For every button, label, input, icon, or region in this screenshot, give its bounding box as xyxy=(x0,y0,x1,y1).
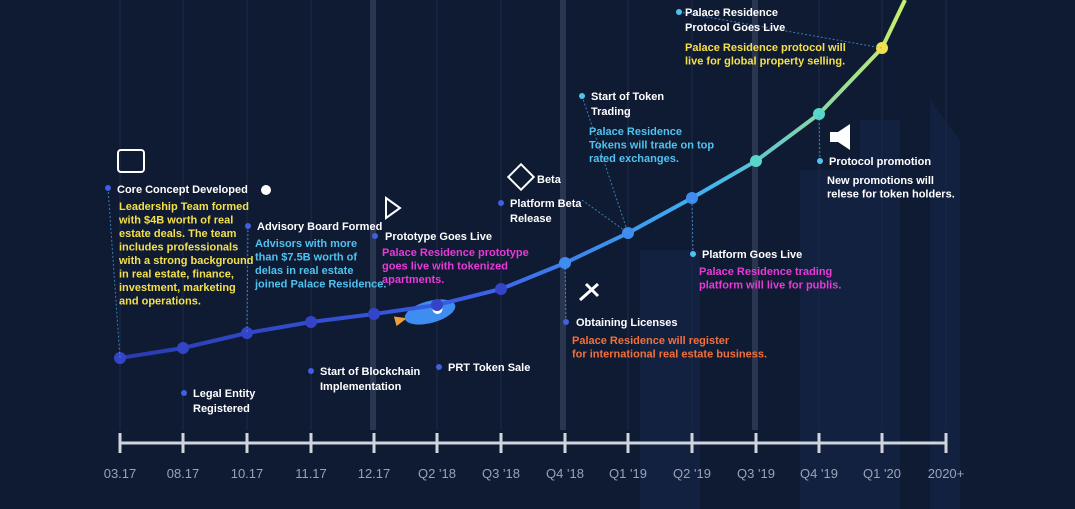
connector xyxy=(581,199,629,234)
milestone-title: Start of Blockchain xyxy=(320,366,421,378)
milestone-description: Palace Residence prototype xyxy=(382,247,529,259)
timeline-node xyxy=(114,352,126,364)
band xyxy=(752,0,758,430)
milestone-dot xyxy=(817,158,823,164)
milestone-dot xyxy=(579,93,585,99)
milestone-dot xyxy=(181,390,187,396)
milestone-dot xyxy=(690,251,696,257)
milestone-description: than $7.5B worth of xyxy=(255,252,357,264)
milestone-title: Obtaining Licenses xyxy=(576,317,677,329)
connector xyxy=(107,187,121,359)
milestone-dot xyxy=(308,368,314,374)
milestone-description: Leadership Team formed xyxy=(119,201,249,213)
milestone-title: Palace Residence xyxy=(685,7,778,19)
milestone-title: Trading xyxy=(591,106,631,118)
milestone-title: Registered xyxy=(193,403,250,415)
milestone-description: New promotions will xyxy=(827,175,934,187)
city-silhouette xyxy=(640,100,960,509)
milestone-description: live for global property selling. xyxy=(685,56,845,68)
milestone-description: platform will live for publis. xyxy=(699,280,841,292)
milestone-title: Advisory Board Formed xyxy=(257,221,382,233)
icon-play xyxy=(385,196,402,220)
timeline-node xyxy=(559,257,571,269)
milestone-description: Advisors with more xyxy=(255,238,357,250)
milestone-dot xyxy=(105,185,111,191)
timeline-node xyxy=(177,342,189,354)
milestone-description: estate deals. The team xyxy=(119,228,237,240)
timeline-curve xyxy=(119,0,907,360)
connector xyxy=(691,197,694,255)
milestone-description: rated exchanges. xyxy=(589,153,679,165)
milestone-title: Protocol promotion xyxy=(829,156,931,168)
axis-label: 11.17 xyxy=(295,466,327,481)
milestone-dot xyxy=(563,319,569,325)
timeline-node xyxy=(241,327,253,339)
axis-label: Q3 '18 xyxy=(482,466,520,481)
milestone-description: includes professionals xyxy=(119,242,238,254)
axis-label: Q1 '19 xyxy=(609,466,647,481)
milestone-description: Tokens will trade on top xyxy=(589,140,714,152)
icon-briefcase xyxy=(117,149,145,173)
milestone-title: Release xyxy=(510,213,552,225)
milestone-description: and operations. xyxy=(119,296,201,308)
axis-label: 2020+ xyxy=(928,466,965,481)
axis-label: 08.17 xyxy=(167,466,200,481)
milestone-description: for international real estate business. xyxy=(572,349,767,361)
axis-label: Q2 '18 xyxy=(418,466,456,481)
milestone-title: Platform Goes Live xyxy=(702,249,802,261)
milestone-description: Palace Residence will register xyxy=(572,335,730,347)
connector xyxy=(581,95,629,234)
timeline-node xyxy=(813,108,825,120)
timeline-node xyxy=(368,308,380,320)
axis-label: Q4 '18 xyxy=(546,466,584,481)
milestone-description: with $4B worth of real xyxy=(118,215,233,227)
axis-label: Q2 '19 xyxy=(673,466,711,481)
band xyxy=(370,0,376,430)
milestone-dot xyxy=(436,364,442,370)
milestone-description: goes live with tokenized xyxy=(382,261,508,273)
milestone-description: with a strong background xyxy=(118,255,253,267)
timeline-node xyxy=(495,283,507,295)
milestone-title: Core Concept Developed xyxy=(117,184,248,196)
icon-person xyxy=(261,185,271,195)
axis-label: Q4 '19 xyxy=(800,466,838,481)
milestone-title: Implementation xyxy=(320,381,402,393)
milestone-dot xyxy=(245,223,251,229)
milestone-description: joined Palace Residence. xyxy=(254,279,386,291)
beta-label: Beta xyxy=(537,174,562,186)
milestone-description: Palace Residence xyxy=(589,126,682,138)
connector xyxy=(246,225,249,334)
milestone-description: apartments. xyxy=(382,274,444,286)
icon-layers xyxy=(506,162,536,192)
milestone-title: Prototype Goes Live xyxy=(385,231,492,243)
milestone-description: investment, marketing xyxy=(119,282,236,294)
connector xyxy=(564,262,567,323)
timeline-node xyxy=(750,155,762,167)
milestone-description: Palace Residence protocol will xyxy=(685,42,846,54)
axis-label: 03.17 xyxy=(104,466,137,481)
milestone-title: Platform Beta xyxy=(510,198,582,210)
milestone-title: Protocol Goes Live xyxy=(685,22,785,34)
icon-megaphone xyxy=(830,124,850,150)
timeline-node xyxy=(876,42,888,54)
band xyxy=(560,0,566,430)
axis-label: Q1 '20 xyxy=(863,466,901,481)
milestone-dot xyxy=(676,9,682,15)
milestone-description: delas in real estate xyxy=(255,265,353,277)
milestone-title: Start of Token xyxy=(591,91,664,103)
milestone-title: PRT Token Sale xyxy=(448,362,530,374)
milestone-title: Legal Entity xyxy=(193,388,256,400)
axis-label: 10.17 xyxy=(231,466,264,481)
milestone-dot xyxy=(372,233,378,239)
milestone-description: Palace Residence trading xyxy=(699,266,832,278)
axis-label: Q3 '19 xyxy=(737,466,775,481)
milestone-dot xyxy=(498,200,504,206)
milestone-description: in real estate, finance, xyxy=(119,269,234,281)
icon-gavel xyxy=(579,282,600,302)
milestone-description: relese for token holders. xyxy=(827,189,955,201)
timeline-node xyxy=(305,316,317,328)
axis-label: 12.17 xyxy=(358,466,391,481)
timeline-node xyxy=(431,299,443,311)
